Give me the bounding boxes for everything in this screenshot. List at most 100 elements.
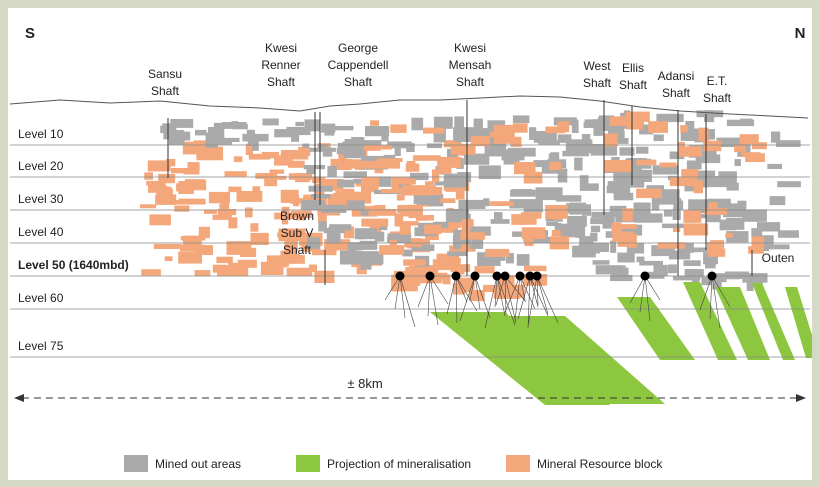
ore-patch	[374, 231, 385, 242]
ore-patch	[493, 129, 515, 144]
ore-patch	[510, 136, 522, 147]
ore-patch	[337, 179, 355, 188]
shaft-label: West	[583, 59, 611, 73]
ore-patch	[378, 176, 392, 187]
ore-patch	[554, 223, 562, 234]
ore-patch	[458, 199, 486, 209]
drill-hole	[527, 275, 531, 329]
ore-patch	[412, 242, 422, 248]
ore-patch	[770, 244, 790, 250]
ore-patch	[324, 131, 335, 136]
drill-hole	[495, 275, 506, 306]
ore-patch	[410, 172, 429, 181]
ore-patch	[308, 185, 333, 192]
ore-patch	[318, 214, 327, 223]
ore-patch	[516, 254, 530, 266]
shaft-label: Shaft	[583, 76, 612, 90]
ore-patch	[343, 171, 367, 179]
ore-patch	[309, 264, 317, 272]
ore-patch	[363, 144, 381, 151]
ore-patch	[593, 122, 602, 136]
ore-patch	[659, 162, 677, 168]
compass-north: N	[795, 25, 806, 42]
ore-patch	[434, 181, 449, 186]
drill-hole	[494, 275, 498, 308]
legend-label: Projection of mineralisation	[327, 457, 471, 471]
ore-patch	[444, 140, 457, 148]
ore-patch	[696, 110, 724, 118]
ore-patch	[361, 185, 374, 193]
ore-patch	[470, 226, 491, 236]
ore-patch	[669, 177, 694, 187]
shaft-label: Mensah	[449, 58, 492, 72]
ore-patch	[213, 122, 223, 136]
ore-patch	[168, 139, 185, 145]
ore-patch	[187, 162, 200, 171]
ore-patch	[433, 133, 446, 143]
ore-patch	[469, 290, 485, 302]
ore-patch	[555, 195, 582, 202]
ore-patch	[684, 269, 704, 278]
ore-patch	[751, 142, 767, 150]
ore-patch	[335, 190, 344, 197]
ore-patch	[512, 115, 530, 124]
drill-collar	[500, 271, 510, 281]
shaft-label: Shaft	[703, 91, 732, 105]
ore-patch	[563, 229, 571, 237]
ore-patch	[633, 211, 643, 222]
surface	[9, 95, 809, 119]
ore-patch	[610, 275, 633, 282]
ore-patch	[639, 124, 654, 135]
ore-patch	[359, 240, 378, 250]
legend: Mined out areas Projection of mineralisa…	[124, 455, 663, 472]
ore-patch	[565, 203, 573, 214]
ore-patch	[416, 192, 439, 206]
ore-patch	[321, 204, 347, 213]
ore-patch	[592, 260, 610, 265]
ore-patch	[358, 230, 366, 240]
ore-patch	[678, 142, 685, 151]
ore-patch	[438, 165, 452, 174]
ore-patch	[668, 250, 691, 260]
shaft-label: Kwesi	[265, 41, 297, 55]
levels: Level 10 Level 20 Level 30 Level 40 Level 50…	[10, 127, 810, 358]
ore-patch	[611, 157, 620, 163]
ore-patch	[396, 194, 405, 201]
level-label: Level 20	[18, 159, 64, 173]
ore-patch	[612, 231, 634, 242]
ore-patch	[182, 141, 206, 155]
ore-patch	[336, 147, 346, 155]
ore-patch	[212, 264, 227, 273]
drill-collar	[492, 271, 502, 281]
ore-patch	[453, 229, 467, 240]
ore-patch	[311, 194, 331, 199]
ore-patch	[459, 213, 471, 223]
ore-patch	[633, 202, 651, 215]
ore-patch	[212, 214, 232, 220]
ore-patch	[406, 161, 416, 166]
ore-patch	[390, 124, 407, 133]
ore-patch	[751, 236, 765, 249]
ore-patch	[579, 236, 594, 248]
drill-hole	[517, 275, 531, 320]
ore-patch	[277, 232, 300, 238]
ore-patch	[677, 146, 702, 157]
ore-patch	[746, 277, 754, 291]
ore-patch	[288, 160, 305, 168]
drill-collar	[532, 271, 542, 281]
ore-patch	[436, 256, 447, 261]
ore-patch	[520, 216, 537, 225]
ore-patch	[546, 222, 559, 226]
ore-patch	[657, 242, 685, 249]
ore-patch	[489, 201, 515, 206]
ore-patch	[319, 179, 344, 191]
ore-patch	[653, 264, 668, 277]
ore-patch	[470, 136, 491, 147]
ore-patch	[710, 240, 725, 250]
ore-patch	[685, 121, 695, 130]
ore-patch	[452, 269, 465, 275]
drill-hole	[384, 275, 401, 301]
drill-collar	[470, 271, 480, 281]
ore-patch	[147, 185, 167, 193]
